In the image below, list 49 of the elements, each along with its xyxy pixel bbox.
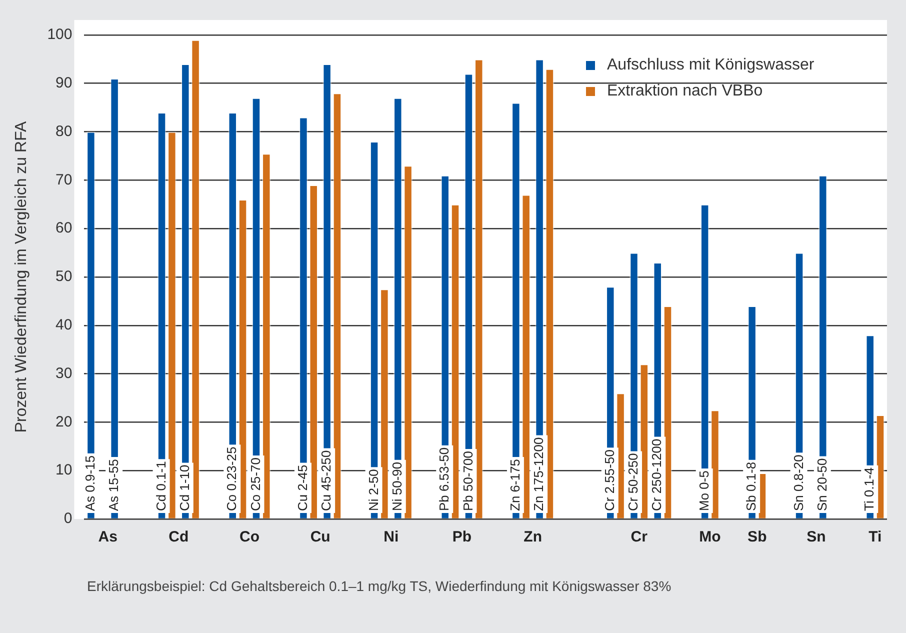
x-tick-label: As 0.9-15 [82, 455, 98, 511]
x-tick-label: Ti 0.1-4 [862, 467, 877, 511]
y-tick-label: 20 [56, 413, 72, 430]
y-tick-label: 60 [56, 220, 72, 237]
x-tick-label: Zn 175-1200 [531, 437, 546, 511]
y-tick-label: 80 [56, 122, 72, 140]
x-tick-label: Zn 6-175 [508, 458, 523, 511]
y-tick-label: 10 [56, 462, 72, 479]
y-tick-label: 30 [56, 364, 72, 382]
x-tick-label: Cd 0.1-1 [153, 461, 168, 511]
y-tick-label: 40 [56, 316, 72, 334]
text: Ni [384, 528, 399, 546]
text: Zn [524, 528, 542, 546]
text: Sb [748, 528, 767, 546]
y-axis-title: Prozent Wiederfindung im Vergleich zu RFA [13, 121, 30, 433]
text: Cr [630, 528, 648, 546]
text: As [98, 528, 118, 546]
y-tick-label: 0 [64, 510, 72, 528]
text: Erklärungsbeispiel: Cd Gehaltsbereich 0.1–1 mg/kg TS, Wiederfindung mit Königswasser 83% [87, 578, 672, 594]
x-tick-label: Pb 50-700 [460, 451, 476, 511]
text: Co [240, 528, 260, 546]
x-tick-label: Cu 2-45 [295, 464, 310, 511]
legend-label: Aufschluss mit Königswasser [607, 56, 815, 74]
x-tick-label: Cr 250-1200 [649, 438, 664, 511]
x-tick-label: Co 25-70 [248, 458, 263, 511]
text: Sn [806, 528, 826, 546]
x-tick-label: Pb 6.53-50 [436, 447, 452, 511]
text: Pb [452, 528, 472, 546]
x-tick-label: Sn 0.8-20 [790, 454, 806, 511]
y-tick-label: 70 [56, 171, 72, 188]
y-tick-label: 50 [56, 268, 72, 286]
x-tick-label: Sb 0.1-8 [744, 462, 759, 511]
x-tick-label: Sn 20-50 [814, 458, 830, 511]
y-tick-label: 100 [47, 26, 72, 44]
y-tick-label: 90 [56, 74, 72, 92]
text: Mo [699, 528, 721, 546]
text: Cu [310, 528, 330, 546]
text: Ti [868, 528, 882, 546]
x-tick-label: Co 0.23-25 [224, 446, 240, 511]
x-tick-label: Mo 0-5 [696, 470, 712, 511]
legend-label: Extraktion nach VBBo [607, 82, 763, 100]
x-tick-label: Ni 2-50 [366, 469, 381, 511]
text: Cd [168, 528, 189, 546]
x-tick-label: Cr 50-250 [626, 453, 641, 511]
x-tick-label: Cr 2.55-50 [602, 450, 617, 511]
x-tick-label: Cu 45-250 [318, 450, 334, 511]
x-tick-label: Ni 50-90 [389, 462, 404, 511]
x-tick-label: Cd 1-10 [176, 464, 192, 511]
x-tick-label: As 15-55 [106, 458, 122, 511]
